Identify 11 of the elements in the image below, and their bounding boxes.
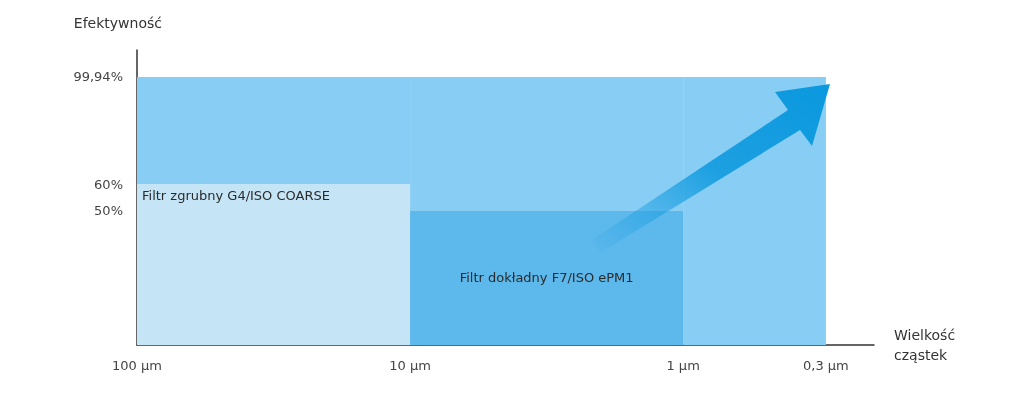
y-tick-label: 99,94% <box>73 69 123 85</box>
y-tick-label: 60% <box>94 176 123 192</box>
series-label: Filtr dokładny F7/ISO ePM1 <box>459 270 634 286</box>
y-axis-title: Efektywność <box>73 15 162 31</box>
x-tick-label: 10 µm <box>389 358 431 373</box>
series-label: Filtr zgrubny G4/ISO COARSE <box>142 188 330 204</box>
x-tick-label: 1 µm <box>666 358 700 373</box>
x-axis-title: Wielkość cząstek <box>894 327 956 363</box>
y-tick-label: 50% <box>94 203 123 219</box>
x-tick-label: 0,3 µm <box>803 358 849 373</box>
x-tick-label: 100 µm <box>112 358 162 373</box>
